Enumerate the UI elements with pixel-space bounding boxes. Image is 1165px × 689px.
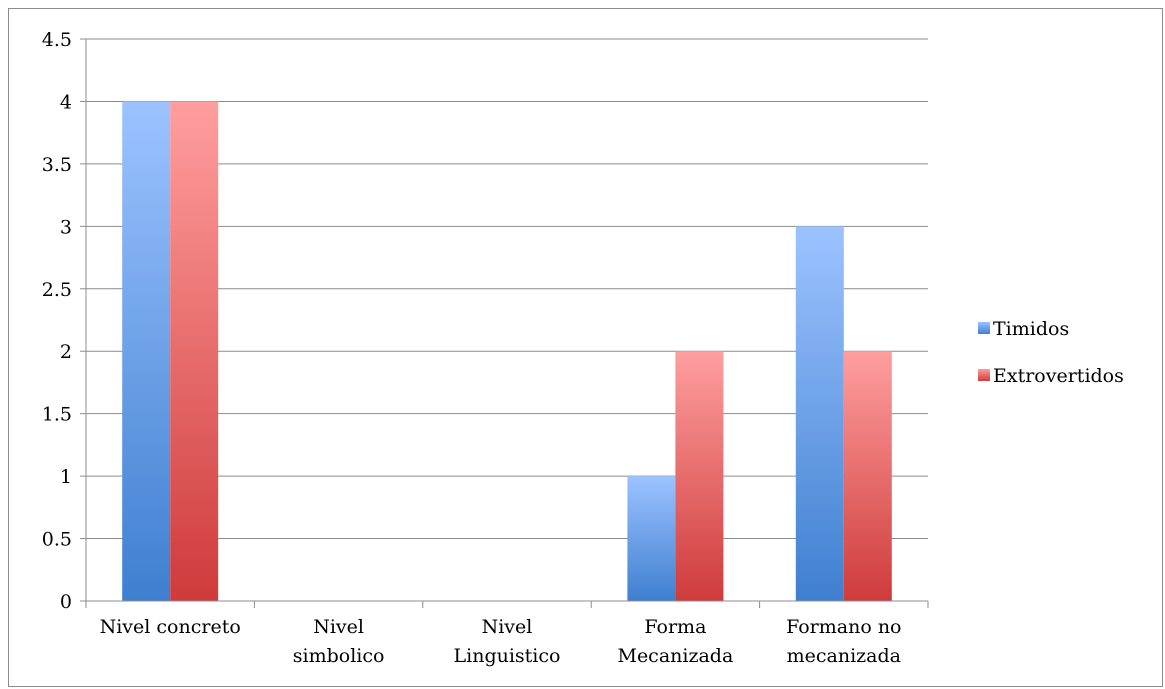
y-tick-label: 4.5 xyxy=(42,29,72,51)
x-category-label: Nivel concreto xyxy=(100,616,241,638)
gridlines xyxy=(86,38,928,540)
bar-timidos-3 xyxy=(627,476,676,601)
x-category-label-line: simbolico xyxy=(293,645,385,667)
x-category-label-line: Linguistico xyxy=(454,645,561,667)
x-category-label-line: Nivel xyxy=(482,616,533,638)
y-tick-label: 1 xyxy=(60,466,72,488)
bar-extrovertidos-4 xyxy=(843,351,892,601)
x-category-label-line: Formano no xyxy=(786,616,901,638)
y-tick-labels: 0 0.5 1 1.5 2 2.5 3 3.5 4 4.5 xyxy=(42,29,72,613)
y-tick-label: 2.5 xyxy=(42,279,72,301)
bar-timidos-0 xyxy=(122,101,171,601)
y-tick-label: 1.5 xyxy=(42,404,72,426)
x-category-label: Nivel simbolico xyxy=(293,616,385,667)
x-category-label-line: Nivel concreto xyxy=(100,616,241,638)
x-category-label-line: Nivel xyxy=(313,616,364,638)
legend-swatch-extrovertidos xyxy=(978,369,990,381)
legend-label-extrovertidos: Extrovertidos xyxy=(993,365,1124,387)
legend: Timidos Extrovertidos xyxy=(978,318,1124,387)
legend-swatch-timidos xyxy=(978,322,990,334)
y-tick-label: 4 xyxy=(60,91,72,113)
x-category-label-line: mecanizada xyxy=(787,645,901,667)
bar-timidos-4 xyxy=(795,226,844,602)
y-tick-label: 0.5 xyxy=(42,529,72,551)
x-category-label: Nivel Linguistico xyxy=(454,616,561,667)
x-category-label-line: Forma xyxy=(644,616,706,638)
bar-extrovertidos-0 xyxy=(170,101,219,601)
legend-label-timidos: Timidos xyxy=(993,318,1069,340)
axes xyxy=(80,38,929,608)
y-tick-label: 2 xyxy=(60,341,72,363)
x-category-labels: Nivel concreto Nivel simbolico Nivel Linguis… xyxy=(100,616,902,667)
y-tick-label: 3.5 xyxy=(42,154,72,176)
x-category-label-line: Mecanizada xyxy=(617,645,733,667)
y-tick-label: 0 xyxy=(60,591,72,613)
bars-group xyxy=(122,101,892,602)
y-tick-label: 3 xyxy=(60,216,72,238)
bar-extrovertidos-3 xyxy=(675,351,724,601)
x-category-label: Formano no mecanizada xyxy=(786,616,901,667)
x-category-label: Forma Mecanizada xyxy=(617,616,733,667)
